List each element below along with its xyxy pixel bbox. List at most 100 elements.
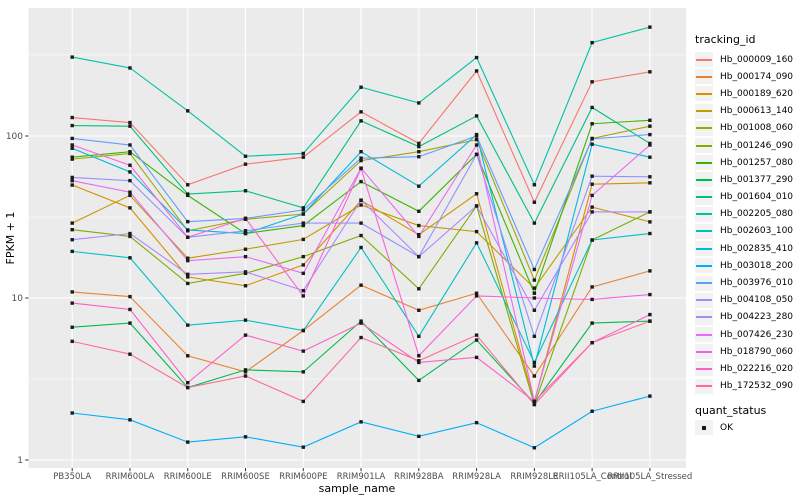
- data-point: [70, 238, 74, 242]
- data-point: [128, 124, 132, 128]
- data-point: [417, 254, 421, 259]
- legend-swatch-line: [696, 299, 712, 302]
- data-point: [590, 340, 594, 345]
- legend-swatch-line: [696, 264, 712, 267]
- data-point: [128, 170, 132, 174]
- legend-key: [695, 241, 713, 257]
- data-point: [243, 368, 248, 372]
- x-tick-label: RRIM928BA: [394, 472, 444, 482]
- data-point: [301, 221, 305, 225]
- data-point: [70, 115, 74, 120]
- data-point: [301, 349, 305, 353]
- data-point: [474, 338, 479, 342]
- x-tick-label: RRIM600SE: [221, 472, 270, 482]
- data-point: [532, 374, 537, 378]
- legend-swatch-line: [696, 178, 712, 181]
- data-point: [648, 292, 652, 297]
- legend-item-label: Hb_000613_140: [720, 106, 794, 117]
- data-point: [128, 294, 132, 299]
- legend-key: [695, 292, 713, 308]
- data-point: [474, 134, 479, 138]
- data-point: [417, 234, 421, 239]
- legend-swatch-line: [696, 316, 712, 319]
- data-point: [186, 272, 190, 277]
- data-point: [243, 435, 248, 439]
- legend-item: Hb_000189_620: [695, 85, 793, 102]
- data-point: [532, 402, 537, 407]
- data-point: [70, 249, 74, 254]
- legend-key: [695, 361, 713, 377]
- legend-key: [695, 138, 713, 154]
- legend-swatch-line: [696, 367, 712, 370]
- data-point: [128, 418, 132, 422]
- data-point: [590, 297, 594, 302]
- data-point: [359, 319, 363, 323]
- data-point: [474, 333, 479, 337]
- legend-item: Hb_000009_160: [695, 51, 793, 68]
- x-tick-label: RRIM901LA: [337, 472, 386, 482]
- data-point: [532, 360, 537, 365]
- data-point: [301, 254, 305, 259]
- legend-item-label: Hb_000174_090: [720, 71, 794, 82]
- legend-key: [695, 378, 713, 394]
- data-point: [301, 151, 305, 156]
- x-tick-label: RRII105LA_Stressed: [608, 472, 693, 482]
- data-point: [128, 151, 132, 156]
- data-point: [417, 101, 421, 105]
- data-point: [128, 256, 132, 260]
- data-point: [128, 206, 132, 210]
- point-marker-icon: [702, 425, 706, 430]
- data-point: [648, 181, 652, 185]
- legend-key: [695, 223, 713, 239]
- data-point: [186, 256, 190, 260]
- legend-swatch-line: [696, 333, 712, 336]
- y-axis-title: FPKM + 1: [4, 212, 17, 265]
- data-point: [474, 137, 479, 142]
- data-point: [243, 247, 248, 251]
- data-point: [532, 446, 537, 450]
- data-point: [243, 162, 248, 166]
- data-point: [301, 370, 305, 374]
- data-point: [590, 182, 594, 186]
- data-point: [70, 136, 74, 141]
- data-point: [532, 221, 537, 225]
- data-point: [417, 209, 421, 213]
- data-point: [128, 149, 132, 154]
- panel-background: [28, 8, 686, 468]
- data-point: [417, 308, 421, 312]
- legend-item-label: Hb_004223_280: [720, 312, 794, 323]
- data-point: [359, 198, 363, 202]
- y-tick-label: 1: [17, 456, 23, 466]
- legend-key: [695, 206, 713, 222]
- data-point: [301, 445, 305, 449]
- legend-key: [695, 86, 713, 102]
- data-point: [417, 141, 421, 146]
- data-point: [186, 385, 190, 390]
- legend-item: Hb_004223_280: [695, 309, 793, 326]
- legend-swatch-line: [696, 161, 712, 164]
- data-point: [70, 228, 74, 232]
- data-point: [186, 228, 190, 232]
- legend-item-label: Hb_001257_080: [720, 157, 794, 168]
- data-point: [359, 179, 363, 184]
- data-point: [417, 334, 421, 339]
- data-point: [128, 178, 132, 183]
- data-point: [532, 183, 537, 187]
- data-point: [128, 143, 132, 147]
- data-point: [128, 190, 132, 194]
- data-point: [186, 183, 190, 187]
- data-point: [70, 143, 74, 147]
- data-point: [590, 80, 594, 84]
- data-point: [648, 312, 652, 317]
- x-tick-label: PB350LA: [53, 472, 91, 482]
- data-point: [590, 409, 594, 413]
- data-point: [590, 142, 594, 146]
- data-point: [648, 70, 652, 74]
- legend-item-label: Hb_022216_020: [720, 363, 794, 374]
- legend-item-label: Hb_001377_290: [720, 174, 794, 185]
- legend-swatch-line: [696, 230, 712, 233]
- data-point: [359, 149, 363, 154]
- data-point: [243, 318, 248, 322]
